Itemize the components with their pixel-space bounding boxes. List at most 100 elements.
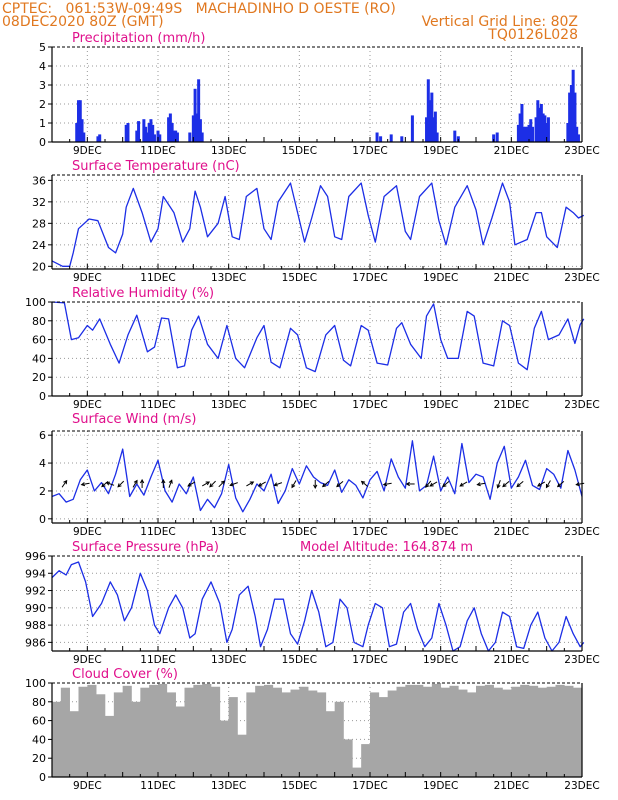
x-tick-label: 9DEC	[73, 526, 102, 538]
cloud-bar	[573, 687, 583, 777]
y-tick-label: 20	[32, 752, 46, 765]
x-tick-label: 19DEC	[423, 145, 458, 157]
precip-bar	[168, 113, 172, 142]
wind-arrow	[229, 482, 238, 487]
x-tick-label: 9DEC	[73, 145, 102, 157]
precip-bar	[541, 113, 545, 142]
cloud-bar	[228, 697, 238, 777]
wind-arrow	[425, 480, 432, 488]
precip-bar	[98, 134, 102, 142]
y-tick-label: 990	[25, 602, 46, 615]
y-tick-label: 100	[25, 296, 46, 309]
x-tick-label: 17DEC	[352, 654, 387, 666]
wind-arrow	[360, 480, 369, 487]
cloud-bar	[476, 685, 486, 777]
x-tick-label: 21DEC	[494, 272, 529, 284]
model-id: TQ0126L028	[487, 27, 578, 43]
y-tick-label: 1	[39, 117, 46, 130]
precip-bar	[135, 130, 139, 142]
y-tick-label: 24	[32, 239, 46, 252]
x-tick-label: 23DEC	[564, 399, 599, 411]
cloud-bar	[281, 692, 291, 777]
panels: Precipitation (mm/h) 0 1 2 3 4 5 9DEC 11DEC 13DEC…	[25, 31, 600, 792]
x-tick-label: 9DEC	[73, 272, 102, 284]
cloud-bar	[440, 687, 450, 777]
y-tick-label: 994	[25, 567, 46, 580]
cloud-bar	[78, 686, 88, 777]
precip-bar	[149, 119, 153, 142]
precip-bar	[536, 100, 540, 142]
precip-bar	[188, 132, 192, 142]
cloud-bar	[458, 689, 468, 777]
cloud-bar	[211, 686, 221, 777]
panel-1: Precipitation (mm/h) 0 1 2 3 4 5 9DEC 11DEC 13DEC…	[39, 31, 600, 157]
wind-arrow	[117, 480, 125, 488]
precip-bar	[126, 123, 130, 142]
precip-bar	[170, 123, 174, 142]
wind-arrow	[536, 481, 546, 487]
x-tick-label: 9DEC	[73, 780, 102, 792]
cloud-bar	[537, 687, 547, 777]
precip-bar	[492, 134, 496, 142]
series-line	[51, 440, 583, 513]
y-tick-label: 3	[39, 79, 46, 92]
model-altitude-label: Model Altitude: 164.874 m	[300, 540, 473, 555]
y-tick-label: 4	[39, 457, 46, 470]
panel-3: Relative Humidity (%) 0 20 40 60 80 100 9DEC 11D…	[25, 286, 600, 411]
wind-arrow	[61, 479, 68, 488]
x-tick-label: 15DEC	[282, 272, 317, 284]
precip-bar	[569, 85, 573, 142]
series-line	[51, 561, 585, 652]
precip-bar	[543, 115, 547, 142]
x-tick-label: 11DEC	[140, 526, 175, 538]
cloud-bar	[520, 684, 530, 777]
cloud-bar	[502, 689, 512, 777]
cloud-bar	[272, 687, 282, 777]
cloud-bar	[290, 689, 300, 777]
y-tick-label: 40	[32, 352, 46, 365]
wind-arrow	[139, 478, 145, 488]
wind-arrow	[516, 481, 524, 488]
precip-bar	[147, 123, 151, 142]
cloud-bar	[484, 684, 494, 777]
x-tick-label: 17DEC	[352, 145, 387, 157]
precip-bar	[167, 117, 171, 142]
header: CPTEC: 061:53W-09:49S MACHADINHO D OESTE…	[2, 1, 578, 43]
x-tick-label: 19DEC	[423, 272, 458, 284]
x-tick-label: 15DEC	[282, 526, 317, 538]
wind-arrow	[459, 481, 468, 487]
cloud-bar	[423, 686, 433, 777]
y-tick-label: 36	[32, 174, 46, 187]
cloud-bar	[255, 685, 265, 777]
panel-5: Surface Pressure (hPa) Model Altitude: 16…	[25, 540, 600, 666]
cloud-bar	[334, 701, 344, 777]
cloud-bar	[325, 711, 335, 777]
precip-bar	[576, 134, 580, 142]
cloud-bar	[467, 692, 477, 777]
cloud-bar	[131, 701, 141, 777]
x-tick-label: 13DEC	[211, 780, 246, 792]
y-tick-label: 100	[25, 677, 46, 690]
cloud-bar	[378, 697, 388, 777]
y-tick-label: 80	[32, 696, 46, 709]
y-tick-label: 988	[25, 619, 46, 632]
precip-bar	[428, 100, 432, 142]
y-tick-label: 4	[39, 60, 46, 73]
precip-bar	[175, 132, 179, 142]
x-tick-label: 21DEC	[494, 526, 529, 538]
precip-bar	[518, 113, 522, 142]
cloud-bar	[149, 684, 159, 777]
cloud-bar	[361, 744, 371, 777]
y-tick-label: 986	[25, 636, 46, 649]
precip-bar	[75, 123, 79, 142]
cloud-bar	[352, 767, 362, 777]
precip-bar	[568, 92, 572, 142]
x-tick-label: 23DEC	[564, 654, 599, 666]
y-tick-label: 5	[39, 41, 46, 54]
y-tick-label: 992	[25, 585, 46, 598]
cloud-bar	[405, 684, 415, 777]
x-tick-label: 23DEC	[564, 272, 599, 284]
wind-arrow	[321, 481, 330, 488]
x-tick-label: 17DEC	[352, 399, 387, 411]
precip-bar	[137, 121, 141, 142]
